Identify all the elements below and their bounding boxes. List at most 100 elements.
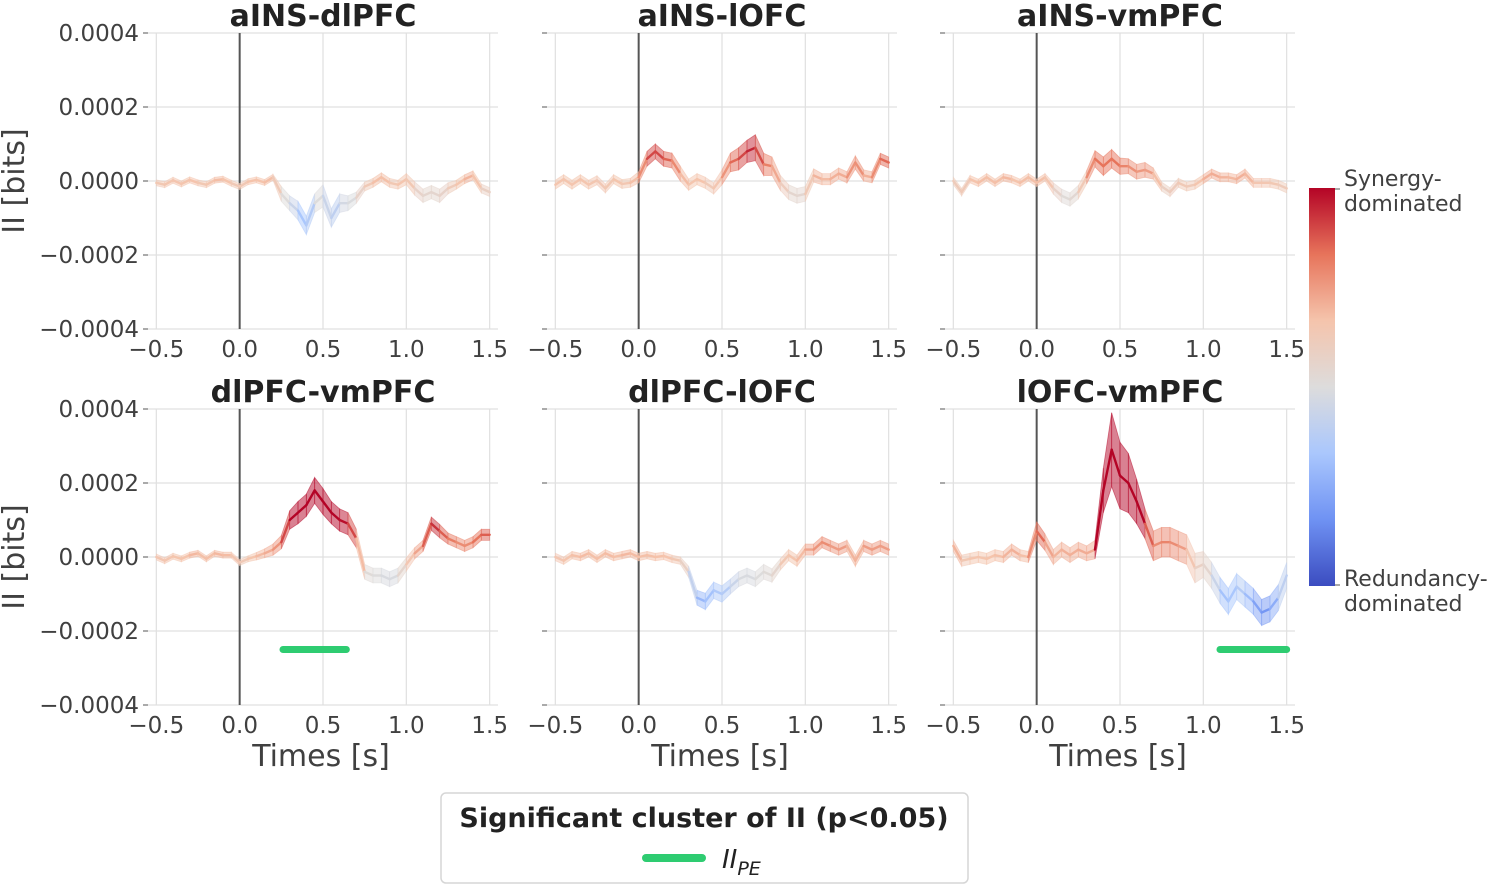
series-line — [1202, 172, 1213, 181]
series-line — [1252, 600, 1263, 614]
series-line — [246, 178, 258, 183]
series-line — [1052, 187, 1063, 198]
series-line — [1060, 548, 1072, 557]
series-line — [1268, 181, 1280, 186]
axis-labels: II [bits] II [bits] Times [s] Times [s] Time… — [0, 128, 1187, 774]
series-line — [654, 150, 665, 161]
series-line — [180, 178, 191, 186]
series-line — [779, 181, 790, 194]
series-line — [480, 187, 491, 194]
series-line — [1110, 157, 1122, 168]
xtick-label: 1.5 — [870, 713, 907, 739]
series-line — [1027, 176, 1038, 185]
series-line — [313, 489, 325, 503]
series-line — [205, 179, 216, 186]
xtick-label: −0.5 — [527, 337, 583, 363]
y-axis-label: II [bits] — [0, 128, 32, 233]
series-line — [196, 181, 208, 186]
series-line — [413, 544, 425, 555]
series-line — [637, 553, 649, 559]
series-line — [271, 541, 283, 551]
series-line — [654, 554, 665, 559]
series-line — [620, 181, 632, 186]
series-line — [985, 176, 997, 185]
colorbar-bottom-label: dominated — [1344, 592, 1463, 617]
series-line — [280, 518, 291, 544]
series-line — [870, 157, 882, 179]
series-line — [587, 552, 599, 561]
series-line — [854, 161, 865, 177]
series-line — [570, 177, 582, 186]
series-line — [1052, 548, 1063, 559]
series-line — [862, 544, 874, 551]
series-line — [968, 555, 980, 561]
series-line — [712, 176, 724, 190]
series-line — [1168, 541, 1180, 548]
series-line — [977, 176, 988, 185]
series-line — [993, 553, 1005, 559]
series-line — [355, 185, 366, 199]
panel-ains-vmpfc: −0.5 0.0 0.5 1.0 1.5 aINS-vmPFC — [925, 0, 1305, 363]
ytick-label: −0.0002 — [39, 243, 139, 269]
series-line — [205, 552, 216, 561]
series-line — [346, 522, 358, 540]
series-line — [271, 176, 283, 196]
xtick-label: 1.5 — [870, 337, 907, 363]
series-line — [612, 177, 624, 186]
series-line — [960, 557, 972, 562]
series-line — [405, 552, 416, 566]
ytick-label: 0.0000 — [59, 169, 139, 195]
series-line — [720, 161, 732, 179]
series-line — [645, 553, 657, 559]
series-line — [1210, 574, 1222, 592]
series-line — [1085, 548, 1097, 555]
series-line — [1218, 589, 1230, 603]
xtick-label: 0.5 — [1102, 713, 1139, 739]
series-line — [388, 574, 400, 581]
series-line — [263, 176, 275, 184]
series-line — [430, 190, 441, 198]
series-line — [745, 146, 757, 153]
series-line — [604, 177, 615, 190]
series-line — [1202, 563, 1213, 577]
series-line — [396, 563, 408, 577]
series-line — [754, 146, 765, 166]
series-line — [845, 161, 857, 179]
series-line — [1068, 190, 1080, 201]
series-line — [1277, 183, 1288, 190]
series-line — [1177, 181, 1188, 188]
series-line — [155, 555, 166, 562]
series-line — [355, 537, 366, 573]
series-line — [795, 548, 807, 562]
series-line — [695, 177, 707, 185]
series-line — [1243, 592, 1255, 603]
xtick-label: 1.5 — [1268, 337, 1305, 363]
y-axis-label: II [bits] — [0, 504, 32, 609]
series-line — [305, 489, 316, 507]
series-line — [1235, 585, 1247, 596]
series-line — [670, 159, 682, 175]
series-line — [413, 187, 425, 198]
series-line — [405, 177, 416, 190]
series-line — [795, 192, 807, 198]
series-line — [1268, 596, 1280, 610]
series-line — [695, 596, 707, 603]
series-line — [463, 174, 475, 181]
ytick-label: 0.0002 — [59, 95, 139, 121]
series-line — [463, 541, 475, 548]
series-line — [471, 174, 483, 190]
ytick-label: −0.0004 — [39, 693, 139, 719]
series-line — [729, 578, 740, 588]
series-line — [1110, 448, 1122, 477]
series-line — [554, 177, 565, 186]
legend-entry-main: II — [722, 845, 737, 875]
series-line — [321, 194, 333, 220]
series-line — [230, 553, 241, 564]
series-line — [213, 177, 225, 182]
series-line — [455, 177, 466, 186]
series-line — [587, 179, 599, 186]
series-line — [363, 570, 375, 577]
ytick-label: 0.0000 — [59, 545, 139, 571]
series-line — [570, 553, 582, 559]
